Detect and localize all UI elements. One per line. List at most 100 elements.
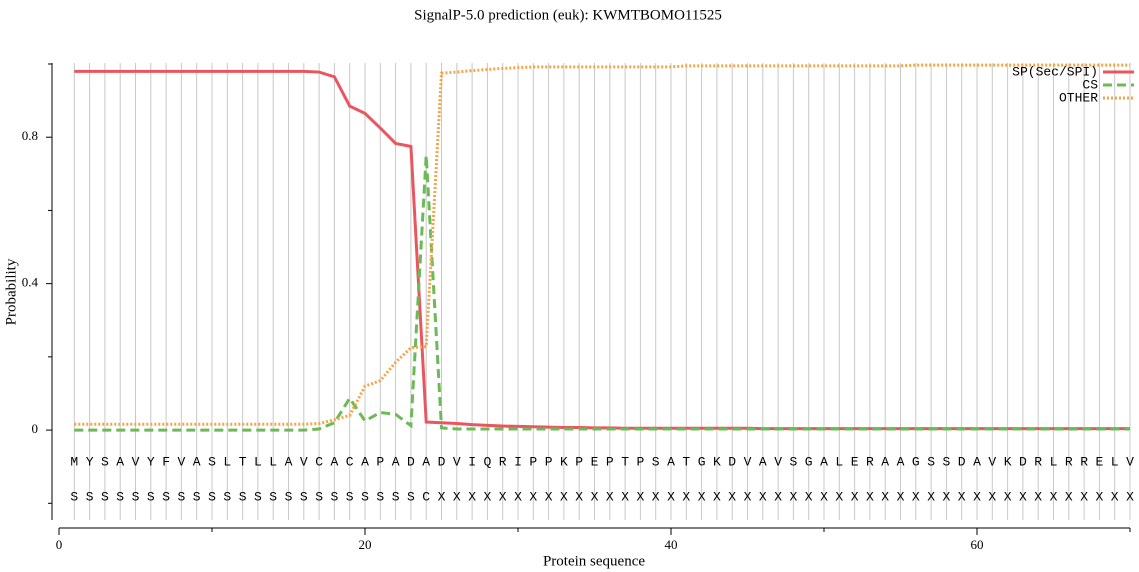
residue-annotation: S	[116, 489, 124, 504]
residue-annotation: S	[208, 489, 216, 504]
residue: S	[927, 454, 935, 469]
residue: S	[208, 454, 216, 469]
residue: S	[789, 454, 797, 469]
x-tick-label: 0	[56, 537, 63, 552]
residue-annotation: X	[728, 489, 736, 504]
residue-annotation: X	[560, 489, 568, 504]
residue: L	[269, 454, 277, 469]
residue: L	[1050, 454, 1058, 469]
legend-label: CS	[1082, 77, 1098, 92]
x-tick-label: 40	[665, 537, 678, 552]
residue-annotation: X	[529, 489, 537, 504]
residue-annotation: X	[1004, 489, 1012, 504]
residue-annotation: X	[912, 489, 920, 504]
residue: A	[330, 454, 338, 469]
residue: L	[223, 454, 231, 469]
residue-annotation: X	[866, 489, 874, 504]
residue-annotation: X	[453, 489, 461, 504]
residue: E	[851, 454, 859, 469]
residue-annotation: X	[667, 489, 675, 504]
residue: E	[591, 454, 599, 469]
residue: P	[575, 454, 583, 469]
legend-label: SP(Sec/SPI)	[1012, 64, 1098, 79]
residue: V	[988, 454, 996, 469]
residue-annotation: S	[86, 489, 94, 504]
residue-annotation: X	[468, 489, 476, 504]
residue: G	[912, 454, 920, 469]
residue: V	[177, 454, 185, 469]
residue-annotation: X	[545, 489, 553, 504]
residue: V	[744, 454, 752, 469]
residue: V	[1126, 454, 1134, 469]
residue: A	[973, 454, 981, 469]
residue: D	[728, 454, 736, 469]
residue-annotation: S	[147, 489, 155, 504]
residue: S	[942, 454, 950, 469]
residue-annotation: X	[575, 489, 583, 504]
series-line	[74, 63, 1130, 426]
residue-annotation: S	[223, 489, 231, 504]
residue: P	[529, 454, 537, 469]
residue-annotation: X	[1111, 489, 1119, 504]
residue: K	[1004, 454, 1012, 469]
residue: P	[376, 454, 384, 469]
residue-annotation: X	[851, 489, 859, 504]
residue-annotation: S	[285, 489, 293, 504]
residue-annotation: X	[682, 489, 690, 504]
residue-annotation: X	[483, 489, 491, 504]
residue: S	[101, 454, 109, 469]
residue-annotation: X	[927, 489, 935, 504]
residue-annotation: X	[805, 489, 813, 504]
residue: K	[713, 454, 721, 469]
residue: A	[392, 454, 400, 469]
residue-annotation: X	[713, 489, 721, 504]
residue: Y	[86, 454, 94, 469]
residue-annotation: S	[392, 489, 400, 504]
residue-annotation: S	[346, 489, 354, 504]
residue: Q	[483, 454, 491, 469]
residue: S	[652, 454, 660, 469]
residue-annotation: S	[101, 489, 109, 504]
residue: D	[958, 454, 966, 469]
residue: I	[514, 454, 522, 469]
residue-annotation: X	[591, 489, 599, 504]
residue-annotation: X	[606, 489, 614, 504]
residue-annotation: S	[300, 489, 308, 504]
residue-annotation: X	[774, 489, 782, 504]
residue-annotation: X	[789, 489, 797, 504]
residue: A	[361, 454, 369, 469]
residue-annotation: X	[1034, 489, 1042, 504]
residue: A	[667, 454, 675, 469]
residue-annotation: X	[958, 489, 966, 504]
x-tick-label: 20	[359, 537, 372, 552]
residue: G	[698, 454, 706, 469]
y-tick-label: 0	[32, 421, 39, 436]
residue-annotation: X	[1065, 489, 1073, 504]
x-tick-label: 60	[971, 537, 984, 552]
residue: R	[1080, 454, 1088, 469]
residue-annotation: X	[499, 489, 507, 504]
residue: E	[1095, 454, 1103, 469]
residue-annotation: X	[897, 489, 905, 504]
residue-annotation: S	[315, 489, 323, 504]
residue-annotation: X	[1080, 489, 1088, 504]
residue-annotation: X	[1019, 489, 1027, 504]
residue-annotation: S	[193, 489, 201, 504]
residue-annotation: C	[422, 489, 430, 504]
residue-annotation: X	[835, 489, 843, 504]
residue: P	[545, 454, 553, 469]
residue: P	[606, 454, 614, 469]
residue: K	[560, 454, 568, 469]
residue-annotation: S	[330, 489, 338, 504]
legend-label: OTHER	[1059, 90, 1098, 105]
residue-annotation: S	[254, 489, 262, 504]
residue: A	[881, 454, 889, 469]
residue-annotation: S	[132, 489, 140, 504]
residue-annotation: X	[698, 489, 706, 504]
series-line	[74, 69, 1130, 431]
residue: D	[438, 454, 446, 469]
residue: L	[1111, 454, 1119, 469]
residue: D	[407, 454, 415, 469]
residue-annotation: X	[621, 489, 629, 504]
